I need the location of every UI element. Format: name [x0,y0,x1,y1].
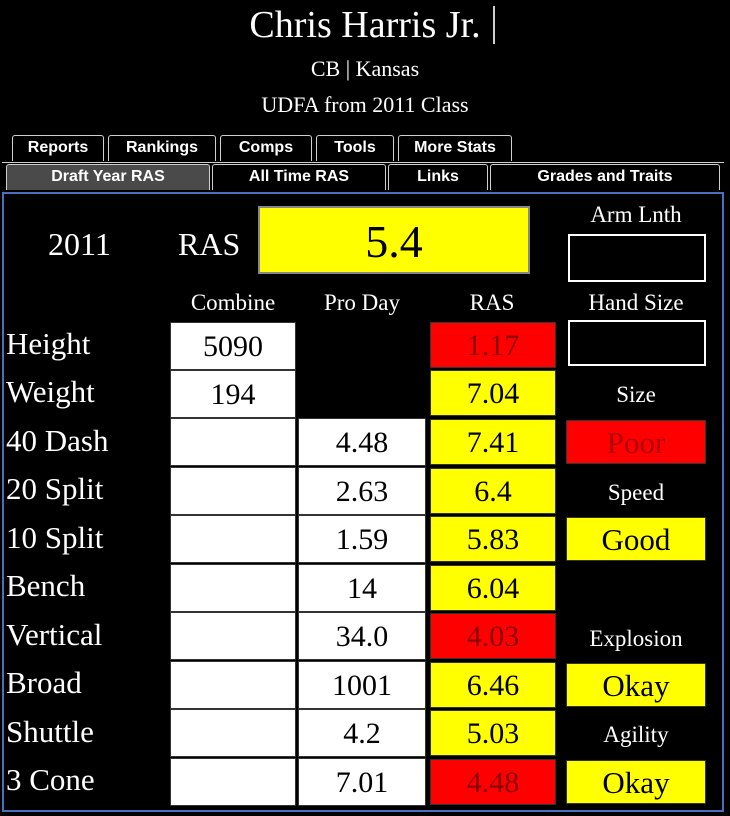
proday-40-dash: 4.48 [298,418,426,466]
tab-draft-year-ras[interactable]: Draft Year RAS [6,164,210,190]
ras-shuttle: 5.03 [430,710,556,756]
size-grade: Poor [566,420,706,464]
tab-all-time-ras[interactable]: All Time RAS [212,164,386,190]
agility-grade: Okay [566,760,706,804]
tab-reports[interactable]: Reports [12,135,104,161]
player-position-school: CB | Kansas [310,56,420,81]
ras-score: 5.4 [258,206,530,274]
ras-3-cone: 4.48 [430,759,556,805]
hand-size-label: Hand Size [588,290,684,315]
ras-year: 2011 [48,226,111,262]
ras-broad: 6.46 [430,662,556,708]
row-label-broad: Broad [6,665,82,700]
combine-3-cone [170,758,296,806]
text-cursor [493,6,495,44]
row-label-10-split: 10 Split [6,520,104,555]
row-label-40-dash: 40 Dash [6,423,109,458]
speed-grade: Good [566,517,706,561]
proday-bench: 14 [298,564,426,612]
ras-vertical: 4.03 [430,613,556,659]
ras-label: RAS [178,226,241,262]
explosion-label: Explosion [589,626,683,651]
column-header-pro-day: Pro Day [323,290,401,315]
ras-10-split: 5.83 [430,516,556,562]
row-label-bench: Bench [6,568,86,603]
tab-links[interactable]: Links [388,164,488,190]
tab-divider [2,162,724,163]
ras-40-dash: 7.41 [430,419,556,465]
player-name: Chris Harris Jr. [249,4,481,46]
proday-shuttle: 4.2 [298,709,426,757]
combine-20-split [170,467,296,515]
column-header-combine: Combine [190,290,276,315]
combine-bench [170,564,296,612]
tab-tools[interactable]: Tools [316,135,394,161]
arm-length-value [568,234,706,282]
agility-label: Agility [603,722,669,747]
player-header: Chris Harris Jr. CB | Kansas UDFA from 2… [0,0,730,130]
proday-vertical: 34.0 [298,612,426,660]
size-label: Size [616,382,656,407]
ras-20-split: 6.4 [430,468,556,514]
tab-grades-and-traits[interactable]: Grades and Traits [490,164,720,190]
proday-broad: 1001 [298,661,426,709]
player-draft-info: UDFA from 2011 Class [261,92,469,117]
row-label-20-split: 20 Split [6,471,104,506]
proday-20-split: 2.63 [298,467,426,515]
proday-10-split: 1.59 [298,515,426,563]
ras-height: 1.17 [430,322,556,368]
combine-broad [170,661,296,709]
combine-weight: 194 [170,370,296,418]
combine-shuttle [170,709,296,757]
tab-rankings[interactable]: Rankings [108,135,216,161]
row-label-3-cone: 3 Cone [6,762,95,797]
speed-label: Speed [607,480,665,505]
combine-height: 5090 [170,322,296,370]
row-label-height: Height [6,326,91,361]
ras-weight: 7.04 [430,370,556,416]
row-label-vertical: Vertical [6,617,103,652]
combine-10-split [170,515,296,563]
hand-size-value [568,320,706,366]
combine-vertical [170,612,296,660]
row-label-weight: Weight [6,374,95,409]
proday-3-cone: 7.01 [298,758,426,806]
tab-comps[interactable]: Comps [220,135,312,161]
row-label-shuttle: Shuttle [6,714,94,749]
ras-bench: 6.04 [430,565,556,611]
arm-length-label: Arm Lnth [590,202,682,227]
column-header-ras: RAS [469,290,515,315]
explosion-grade: Okay [566,663,706,707]
combine-40-dash [170,418,296,466]
tab-more-stats[interactable]: More Stats [398,135,512,161]
